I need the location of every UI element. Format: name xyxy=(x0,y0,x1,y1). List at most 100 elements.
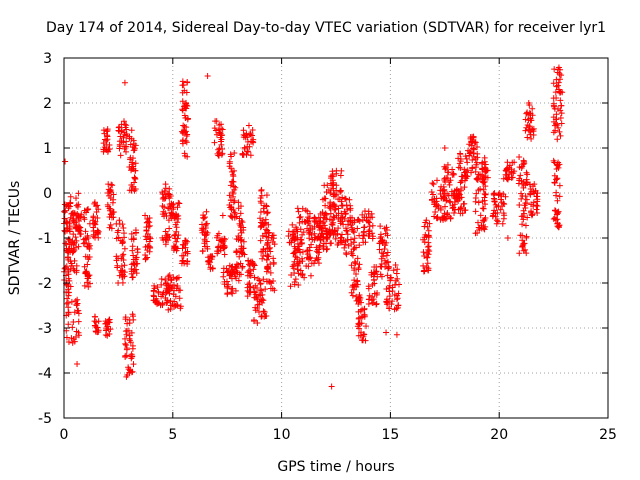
data-point xyxy=(484,167,491,174)
data-point xyxy=(553,83,560,90)
data-point xyxy=(381,257,388,264)
data-point xyxy=(316,224,323,231)
data-point xyxy=(335,225,342,232)
data-point xyxy=(378,263,385,270)
data-point xyxy=(333,182,340,189)
data-point xyxy=(497,206,504,213)
data-point xyxy=(480,173,487,180)
data-point xyxy=(430,191,437,198)
data-point xyxy=(288,272,295,279)
data-point xyxy=(376,246,383,253)
data-point xyxy=(267,285,274,292)
data-point xyxy=(146,222,153,229)
data-point xyxy=(121,245,128,252)
data-point xyxy=(373,300,380,307)
data-point xyxy=(200,212,207,219)
data-point xyxy=(143,236,150,243)
data-point xyxy=(532,187,539,194)
data-point xyxy=(181,87,188,94)
data-point xyxy=(500,200,507,207)
data-point xyxy=(440,216,447,223)
data-point xyxy=(351,265,358,272)
data-point xyxy=(229,168,236,175)
data-point xyxy=(504,164,511,171)
data-point xyxy=(371,270,378,277)
data-point xyxy=(384,249,391,256)
data-point xyxy=(215,152,222,159)
data-point xyxy=(176,200,183,207)
data-point xyxy=(455,206,462,213)
y-tick-label: -5 xyxy=(38,411,52,427)
x-tick-label: 5 xyxy=(168,427,177,443)
data-point xyxy=(262,286,269,293)
data-point xyxy=(422,219,429,226)
data-point xyxy=(225,281,232,288)
data-point xyxy=(343,227,350,234)
data-point xyxy=(122,121,129,128)
data-point xyxy=(556,193,563,200)
data-point xyxy=(65,202,72,209)
data-point xyxy=(306,254,313,261)
data-point xyxy=(264,253,271,260)
data-point xyxy=(339,231,346,238)
data-point xyxy=(162,210,169,217)
data-point xyxy=(517,232,524,239)
data-point xyxy=(202,243,209,250)
data-point xyxy=(353,270,360,277)
data-point xyxy=(143,227,150,234)
data-point xyxy=(265,221,272,228)
data-point xyxy=(457,179,464,186)
data-point xyxy=(393,270,400,277)
data-point xyxy=(366,232,373,239)
data-point xyxy=(433,201,440,208)
data-point xyxy=(128,159,135,166)
data-point xyxy=(291,250,298,257)
chart-title: Day 174 of 2014, Sidereal Day-to-day VTE… xyxy=(46,20,606,36)
data-point xyxy=(516,201,523,208)
data-point xyxy=(107,221,114,228)
data-point xyxy=(236,271,243,278)
data-point xyxy=(354,225,361,232)
data-point xyxy=(331,228,338,235)
y-tick-label: 1 xyxy=(43,141,52,157)
data-point xyxy=(235,262,242,269)
data-point xyxy=(73,262,80,269)
data-point xyxy=(122,342,129,349)
data-point xyxy=(523,250,530,257)
data-point xyxy=(246,272,253,279)
data-point xyxy=(520,158,527,165)
data-point xyxy=(165,306,172,313)
data-point xyxy=(239,219,246,226)
x-tick-label: 0 xyxy=(60,427,69,443)
data-point xyxy=(503,165,510,172)
data-point xyxy=(173,285,180,292)
data-point xyxy=(422,231,429,238)
data-point xyxy=(133,229,140,236)
data-point xyxy=(263,226,270,233)
data-point xyxy=(104,190,111,197)
data-point xyxy=(518,164,525,171)
data-point xyxy=(480,179,487,186)
data-point xyxy=(522,222,529,229)
data-point xyxy=(218,151,225,158)
data-point xyxy=(552,127,559,134)
data-point xyxy=(482,223,489,230)
data-point xyxy=(73,237,80,244)
data-point xyxy=(363,323,370,330)
data-point xyxy=(237,222,244,229)
data-point xyxy=(250,284,257,291)
data-point xyxy=(172,244,179,251)
data-point xyxy=(526,123,533,130)
data-point xyxy=(425,239,432,246)
data-point xyxy=(142,243,149,250)
data-point xyxy=(332,206,339,213)
data-point xyxy=(72,234,79,241)
data-point xyxy=(296,260,303,267)
data-point xyxy=(308,241,315,248)
data-point xyxy=(377,235,384,242)
data-point xyxy=(235,232,242,239)
data-point xyxy=(229,290,236,297)
data-point xyxy=(522,116,529,123)
data-point xyxy=(202,228,209,235)
data-point xyxy=(368,269,375,276)
